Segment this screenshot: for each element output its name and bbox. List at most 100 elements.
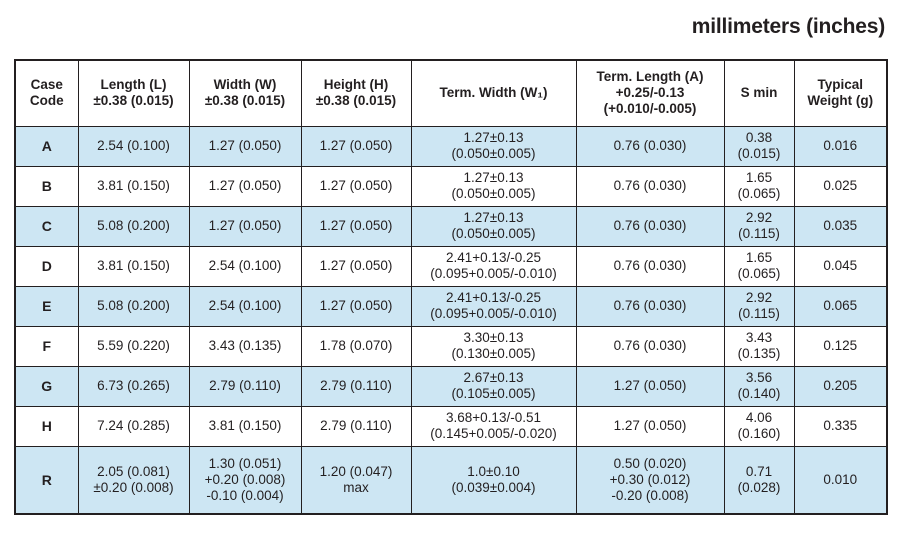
table-cell: 1.27±0.13 (0.050±0.005): [410, 205, 577, 247]
cell-line: 1.27 (0.050): [613, 418, 687, 433]
table-cell: 2.54 (0.100): [77, 125, 190, 167]
cell-line: 3.30±0.13: [463, 330, 524, 345]
cell-line: ±0.20 (0.008): [93, 479, 174, 495]
cell-line: (0.135): [737, 346, 781, 361]
table-cell: 1.27 (0.050): [300, 285, 412, 327]
cell-line: 3.43: [745, 330, 773, 345]
case-code-cell: F: [14, 325, 79, 367]
cell-line: (0.095+0.005/-0.010): [430, 306, 557, 321]
cell-line: 0.045: [823, 258, 858, 273]
table-row: D 3.81 (0.150) 2.54 (0.100) 1.27 (0.050) 2.4…: [14, 245, 888, 287]
cell-line: Height (H): [323, 77, 389, 93]
cell-line: Length (L): [100, 77, 167, 93]
cell-line: (0.160): [737, 426, 781, 441]
cell-line: 1.27 (0.050): [208, 138, 282, 153]
table-cell: 1.27 (0.050): [188, 125, 302, 167]
table-row: F 5.59 (0.220) 3.43 (0.135) 1.78 (0.070) 3.3…: [14, 325, 888, 367]
cell-line: S min: [740, 85, 778, 101]
table-cell: 1.78 (0.070): [300, 325, 412, 367]
table-cell: 5.59 (0.220): [77, 325, 190, 367]
cell-line: (0.130±0.005): [451, 346, 536, 361]
cell-line: (0.028): [737, 479, 781, 495]
table-cell: 1.20 (0.047) max: [300, 445, 412, 515]
table-cell: 1.27 (0.050): [300, 245, 412, 287]
table-cell: 2.41+0.13/-0.25 (0.095+0.005/-0.010): [410, 285, 577, 327]
cell-line: Term. Width (W₁): [439, 85, 548, 101]
table-cell: 0.010: [793, 445, 888, 515]
table-cell: 4.06 (0.160): [723, 405, 795, 447]
table-cell: 0.50 (0.020) +0.30 (0.012) -0.20 (0.008): [575, 445, 725, 515]
cell-line: 5.08 (0.200): [97, 298, 170, 313]
cell-line: 2.41+0.13/-0.25: [446, 290, 541, 305]
cell-line: ±0.38 (0.015): [93, 93, 174, 109]
table-cell: 0.125: [793, 325, 888, 367]
table-cell: 1.0±0.10 (0.039±0.004): [410, 445, 577, 515]
table-cell: 3.30±0.13 (0.130±0.005): [410, 325, 577, 367]
cell-line: 3.43 (0.135): [208, 338, 282, 353]
cell-line: (0.145+0.005/-0.020): [430, 426, 557, 441]
cell-line: 0.010: [823, 471, 858, 487]
table-cell: 0.76 (0.030): [575, 165, 725, 207]
cell-line: 2.92: [745, 290, 773, 305]
cell-line: ±0.38 (0.015): [204, 93, 286, 109]
cell-line: 0.71: [745, 463, 773, 479]
cell-line: 3.81 (0.150): [208, 418, 282, 433]
table-row: H 7.24 (0.285) 3.81 (0.150) 2.79 (0.110) 3.6…: [14, 405, 888, 447]
cell-line: 5.08 (0.200): [97, 218, 170, 233]
cell-line: (0.065): [737, 266, 781, 281]
cell-line: +0.30 (0.012): [609, 471, 691, 487]
cell-line: 0.76 (0.030): [613, 178, 687, 193]
cell-line: +0.25/-0.13: [615, 85, 685, 101]
cell-line: 4.06: [745, 410, 773, 425]
table-cell: 0.76 (0.030): [575, 245, 725, 287]
table-row: E 5.08 (0.200) 2.54 (0.100) 1.27 (0.050) 2.4…: [14, 285, 888, 327]
case-code-cell: B: [14, 165, 79, 207]
cell-line: 0.76 (0.030): [613, 298, 687, 313]
cell-line: 1.0±0.10: [467, 463, 520, 479]
cell-line: 1.27 (0.050): [208, 218, 282, 233]
cell-line: 3.68+0.13/-0.51: [446, 410, 541, 425]
cell-line: 2.92: [745, 210, 773, 225]
cell-line: 2.54 (0.100): [208, 298, 282, 313]
cell-line: 0.035: [823, 218, 858, 233]
column-header: Term. Length (A) +0.25/-0.13 (+0.010/-0.00…: [575, 59, 725, 127]
table-cell: 3.56 (0.140): [723, 365, 795, 407]
cell-line: 1.78 (0.070): [319, 338, 393, 353]
table-row: B 3.81 (0.150) 1.27 (0.050) 1.27 (0.050) 1.2…: [14, 165, 888, 207]
table-header: Case Code Length (L) ±0.38 (0.015) Width (W)…: [14, 59, 888, 127]
column-header: S min: [723, 59, 795, 127]
table-cell: 0.205: [793, 365, 888, 407]
table-cell: 2.79 (0.110): [300, 365, 412, 407]
cell-line: 0.016: [823, 138, 858, 153]
cell-line: 1.30 (0.051): [208, 455, 282, 471]
cell-line: (0.039±0.004): [451, 479, 536, 495]
table-cell: 0.76 (0.030): [575, 285, 725, 327]
cell-line: 2.67±0.13: [463, 370, 524, 385]
column-header: Typical Weight (g): [793, 59, 888, 127]
table-cell: 1.27±0.13 (0.050±0.005): [410, 125, 577, 167]
table-cell: 2.54 (0.100): [188, 285, 302, 327]
table-cell: 0.016: [793, 125, 888, 167]
table-cell: 1.27±0.13 (0.050±0.005): [410, 165, 577, 207]
cell-line: -0.20 (0.008): [611, 487, 689, 503]
cell-line: 1.27 (0.050): [208, 178, 282, 193]
cell-line: 1.27 (0.050): [319, 218, 393, 233]
cell-line: 1.20 (0.047): [319, 463, 393, 479]
table-cell: 2.41+0.13/-0.25 (0.095+0.005/-0.010): [410, 245, 577, 287]
units-label: millimeters (inches): [691, 15, 885, 38]
table-cell: 1.27 (0.050): [188, 165, 302, 207]
table-cell: 3.81 (0.150): [77, 245, 190, 287]
cell-line: -0.10 (0.004): [206, 487, 284, 503]
cell-line: 1.65: [745, 250, 773, 265]
cell-line: Code: [29, 93, 64, 109]
case-code-cell: R: [14, 445, 79, 515]
table-cell: 2.67±0.13 (0.105±0.005): [410, 365, 577, 407]
cell-line: 2.79 (0.110): [320, 378, 392, 393]
cell-line: 2.54 (0.100): [97, 138, 170, 153]
cell-line: (+0.010/-0.005): [603, 101, 697, 117]
table-cell: 0.71 (0.028): [723, 445, 795, 515]
cell-line: 0.205: [823, 378, 858, 393]
cell-line: 2.54 (0.100): [208, 258, 282, 273]
table-cell: 2.05 (0.081) ±0.20 (0.008): [77, 445, 190, 515]
column-header: Height (H) ±0.38 (0.015): [300, 59, 412, 127]
